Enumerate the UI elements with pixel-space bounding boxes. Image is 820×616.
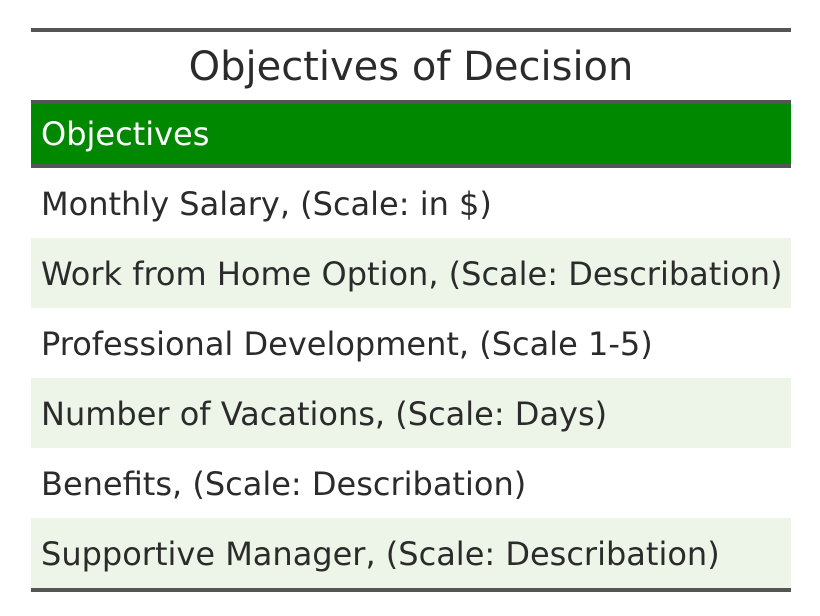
top-rule: [31, 28, 791, 32]
column-header-objectives: Objectives: [31, 104, 791, 164]
table-row: Work from Home Option, (Scale: Describat…: [31, 238, 791, 308]
table-body: Monthly Salary, (Scale: in $) Work from H…: [31, 168, 791, 588]
table-row: Number of Vacations, (Scale: Days): [31, 378, 791, 448]
table-row: Monthly Salary, (Scale: in $): [31, 168, 791, 238]
table-row: Professional Development, (Scale 1-5): [31, 308, 791, 378]
table-row: Supportive Manager, (Scale: Describation…: [31, 518, 791, 588]
header-top-rule: [31, 100, 791, 104]
table-title: Objectives of Decision: [188, 44, 634, 90]
objectives-table: Objectives of Decision Objectives Monthl…: [31, 28, 791, 592]
bottom-rule: [31, 588, 791, 592]
table-row: Benefits, (Scale: Describation): [31, 448, 791, 518]
header-bottom-rule: [31, 164, 791, 168]
